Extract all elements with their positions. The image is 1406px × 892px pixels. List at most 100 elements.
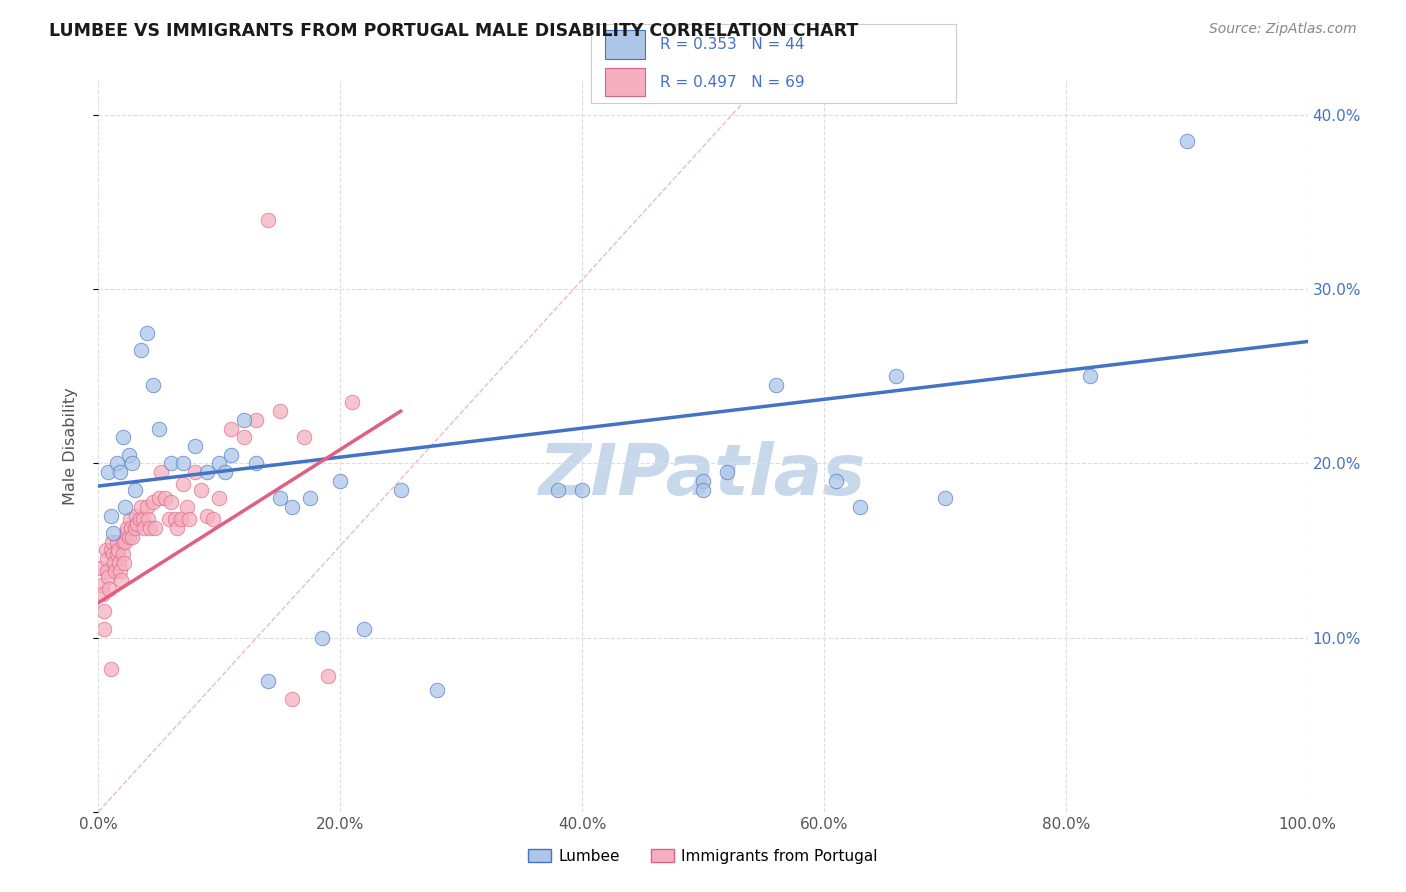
Point: [97, 569, 120, 583]
Point: [269, 404, 291, 418]
Point: [134, 521, 156, 535]
Point: [150, 465, 173, 479]
Point: [342, 395, 364, 409]
Text: ZIPatlas: ZIPatlas: [540, 441, 866, 509]
Point: [1175, 134, 1198, 148]
Text: R = 0.497   N = 69: R = 0.497 N = 69: [659, 75, 804, 90]
Point: [115, 526, 138, 541]
Point: [292, 430, 315, 444]
Point: [172, 477, 194, 491]
Point: [316, 669, 339, 683]
Point: [169, 512, 191, 526]
Point: [114, 534, 136, 549]
Point: [172, 457, 194, 471]
Point: [142, 494, 165, 508]
Point: [157, 512, 180, 526]
Point: [111, 547, 134, 561]
Point: [692, 483, 714, 497]
Point: [103, 556, 125, 570]
Point: [886, 369, 908, 384]
Point: [547, 483, 569, 497]
Point: [184, 439, 207, 453]
Point: [118, 530, 141, 544]
Point: [120, 521, 142, 535]
Point: [135, 500, 157, 514]
Text: LUMBEE VS IMMIGRANTS FROM PORTUGAL MALE DISABILITY CORRELATION CHART: LUMBEE VS IMMIGRANTS FROM PORTUGAL MALE …: [49, 22, 859, 40]
Point: [571, 483, 593, 497]
Point: [142, 378, 165, 392]
Point: [692, 474, 714, 488]
Point: [91, 578, 114, 592]
Point: [143, 521, 166, 535]
Point: [104, 565, 127, 579]
Point: [93, 604, 115, 618]
Point: [160, 457, 183, 471]
Point: [105, 534, 128, 549]
Point: [124, 521, 146, 535]
Point: [101, 547, 124, 561]
Point: [765, 378, 787, 392]
Point: [148, 491, 170, 506]
Point: [136, 512, 159, 526]
Point: [299, 491, 322, 506]
Legend: Lumbee, Immigrants from Portugal: Lumbee, Immigrants from Portugal: [522, 843, 884, 870]
Point: [163, 512, 186, 526]
Point: [160, 494, 183, 508]
FancyBboxPatch shape: [605, 68, 645, 96]
Point: [716, 465, 738, 479]
Point: [825, 474, 848, 488]
Point: [195, 508, 218, 523]
Point: [111, 534, 134, 549]
Point: [101, 526, 124, 541]
Point: [179, 512, 201, 526]
Point: [112, 556, 135, 570]
Point: [114, 500, 136, 514]
Point: [245, 413, 267, 427]
Point: [184, 465, 207, 479]
Point: [353, 622, 375, 636]
Point: [195, 465, 218, 479]
Point: [107, 543, 129, 558]
Point: [121, 530, 143, 544]
Point: [849, 500, 872, 514]
Point: [232, 413, 254, 427]
Point: [125, 508, 148, 523]
Point: [221, 421, 243, 435]
FancyBboxPatch shape: [605, 30, 645, 59]
Point: [256, 674, 278, 689]
Point: [100, 534, 122, 549]
Point: [148, 421, 170, 435]
Point: [124, 483, 146, 497]
Point: [208, 491, 231, 506]
Point: [269, 491, 291, 506]
Point: [91, 587, 114, 601]
Point: [96, 565, 118, 579]
Point: [426, 682, 449, 697]
Point: [214, 465, 236, 479]
Point: [110, 573, 132, 587]
Point: [93, 622, 115, 636]
Point: [108, 556, 131, 570]
Point: [118, 512, 141, 526]
Y-axis label: Male Disability: Male Disability: [63, 387, 77, 505]
Point: [135, 326, 157, 340]
Point: [111, 430, 134, 444]
Point: [281, 500, 304, 514]
Point: [281, 691, 304, 706]
Text: Source: ZipAtlas.com: Source: ZipAtlas.com: [1209, 22, 1357, 37]
Point: [221, 448, 243, 462]
Point: [232, 430, 254, 444]
Point: [117, 521, 139, 535]
Point: [97, 465, 120, 479]
Point: [127, 517, 149, 532]
Point: [934, 491, 956, 506]
Point: [176, 500, 198, 514]
Point: [118, 448, 141, 462]
Point: [98, 582, 121, 596]
Point: [389, 483, 412, 497]
Point: [329, 474, 352, 488]
Point: [108, 465, 131, 479]
Point: [129, 343, 152, 358]
Point: [105, 547, 128, 561]
Point: [105, 457, 128, 471]
